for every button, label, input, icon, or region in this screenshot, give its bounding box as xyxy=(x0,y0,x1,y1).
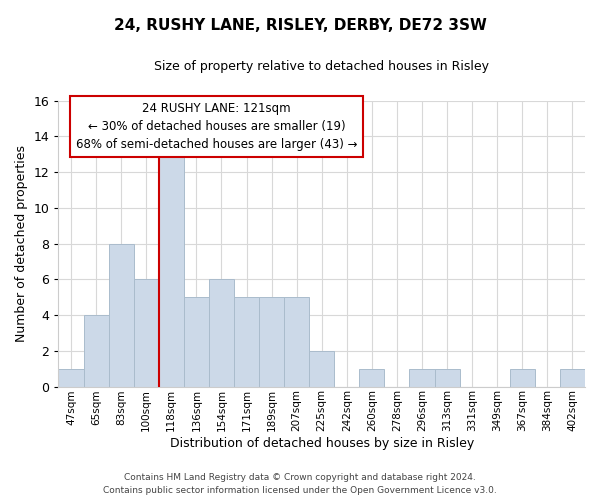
Bar xyxy=(234,297,259,386)
Bar xyxy=(83,315,109,386)
X-axis label: Distribution of detached houses by size in Risley: Distribution of detached houses by size … xyxy=(170,437,474,450)
Bar xyxy=(159,154,184,386)
Bar xyxy=(434,368,460,386)
Bar xyxy=(309,351,334,386)
Bar xyxy=(134,280,159,386)
Bar xyxy=(359,368,385,386)
Bar xyxy=(109,244,134,386)
Text: Contains HM Land Registry data © Crown copyright and database right 2024.
Contai: Contains HM Land Registry data © Crown c… xyxy=(103,473,497,495)
Bar xyxy=(184,297,209,386)
Y-axis label: Number of detached properties: Number of detached properties xyxy=(15,145,28,342)
Bar xyxy=(560,368,585,386)
Title: Size of property relative to detached houses in Risley: Size of property relative to detached ho… xyxy=(154,60,489,73)
Bar xyxy=(209,280,234,386)
Bar xyxy=(284,297,309,386)
Bar xyxy=(409,368,434,386)
Text: 24 RUSHY LANE: 121sqm
← 30% of detached houses are smaller (19)
68% of semi-deta: 24 RUSHY LANE: 121sqm ← 30% of detached … xyxy=(76,102,357,151)
Bar xyxy=(510,368,535,386)
Bar xyxy=(259,297,284,386)
Bar xyxy=(58,368,83,386)
Text: 24, RUSHY LANE, RISLEY, DERBY, DE72 3SW: 24, RUSHY LANE, RISLEY, DERBY, DE72 3SW xyxy=(113,18,487,32)
